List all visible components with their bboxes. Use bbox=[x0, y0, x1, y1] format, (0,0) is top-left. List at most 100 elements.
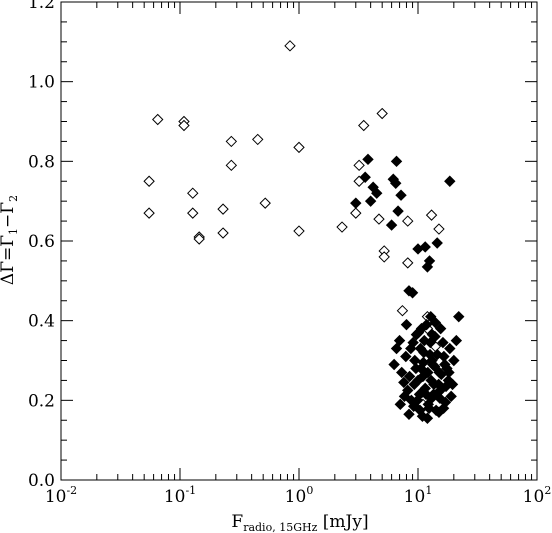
filled-diamond-point bbox=[400, 350, 412, 363]
filled-diamond-point bbox=[406, 287, 419, 299]
open-diamond-point bbox=[402, 257, 414, 269]
y-tick-label: 1.2 bbox=[28, 0, 55, 13]
filled-diamond-point bbox=[439, 358, 451, 371]
open-diamond-point bbox=[353, 159, 365, 172]
open-diamond-point bbox=[402, 215, 414, 227]
open-diamond-point bbox=[193, 233, 205, 245]
open-diamond-point bbox=[284, 40, 296, 52]
open-diamond-point bbox=[143, 175, 155, 187]
filled-diamond-point bbox=[410, 362, 422, 375]
filled-diamond-point bbox=[444, 342, 456, 355]
open-diamond-point bbox=[378, 251, 390, 263]
filled-diamond-point bbox=[396, 366, 408, 379]
open-diamond-point bbox=[152, 113, 164, 126]
open-diamond-point bbox=[425, 209, 438, 221]
y-tick-label: 0.6 bbox=[28, 232, 55, 252]
filled-diamond-point bbox=[437, 402, 450, 415]
plot-frame bbox=[60, 1, 538, 481]
filled-diamond-point bbox=[415, 322, 428, 335]
open-diamond-point bbox=[293, 225, 305, 237]
y-tick-label: 0.4 bbox=[28, 312, 55, 332]
filled-diamond-point bbox=[392, 205, 404, 217]
open-diamond-point bbox=[396, 305, 409, 317]
filled-diamond-point bbox=[390, 342, 403, 355]
filled-diamond-point bbox=[446, 378, 459, 391]
filled-diamond-point bbox=[450, 334, 463, 347]
filled-diamond-point bbox=[400, 318, 413, 331]
filled-diamond-point bbox=[422, 398, 434, 411]
filled-diamond-point bbox=[437, 336, 449, 349]
filled-diamond-point bbox=[390, 177, 402, 189]
open-diamond-point bbox=[252, 133, 264, 146]
x-tick-label: 100 bbox=[285, 484, 314, 507]
filled-diamond-point bbox=[426, 328, 439, 341]
open-diamond-point bbox=[293, 141, 305, 154]
filled-diamond-point bbox=[403, 370, 416, 383]
filled-diamond-point bbox=[393, 334, 406, 347]
filled-diamond-point bbox=[431, 237, 443, 249]
filled-diamond-point bbox=[364, 195, 377, 207]
open-diamond-point bbox=[373, 213, 385, 225]
x-tick-label: 10-1 bbox=[164, 484, 196, 507]
x-axis-title: Fradio, 15GHz [mJy] bbox=[231, 512, 368, 533]
filled-diamond-point bbox=[398, 390, 411, 403]
open-diamond-point bbox=[217, 227, 229, 239]
filled-diamond-point bbox=[411, 394, 424, 407]
y-tick-label: 0.2 bbox=[28, 391, 55, 411]
filled-diamond-point bbox=[395, 189, 407, 201]
open-diamond-point bbox=[358, 119, 370, 132]
open-diamond-point bbox=[178, 119, 190, 132]
filled-diamond-point bbox=[350, 197, 362, 209]
filled-diamond-point bbox=[434, 392, 446, 405]
filled-diamond-point bbox=[448, 354, 460, 367]
open-diamond-point bbox=[350, 207, 362, 219]
filled-diamond-point bbox=[416, 386, 428, 399]
filled-diamond-point bbox=[419, 241, 431, 253]
open-diamond-point bbox=[225, 159, 238, 172]
filled-diamond-point bbox=[408, 378, 420, 391]
filled-diamond-point bbox=[405, 342, 417, 355]
open-diamond-point bbox=[225, 135, 238, 148]
y-tick-label: 0.8 bbox=[28, 152, 55, 172]
filled-diamond-point bbox=[414, 404, 426, 416]
open-diamond-point bbox=[187, 207, 199, 219]
open-diamond-point bbox=[187, 187, 199, 199]
data-points bbox=[143, 40, 465, 424]
filled-diamond-point bbox=[362, 153, 374, 166]
filled-diamond-point bbox=[385, 219, 398, 231]
filled-diamond-point bbox=[428, 360, 441, 373]
y-tick-label: 0.0 bbox=[28, 471, 55, 491]
filled-diamond-point bbox=[425, 374, 437, 387]
filled-diamond-point bbox=[425, 310, 437, 323]
open-diamond-point bbox=[143, 207, 155, 219]
y-axis-title: ΔΓ=Γ1−Γ2 bbox=[0, 195, 20, 285]
filled-diamond-point bbox=[390, 155, 403, 168]
filled-diamond-point bbox=[445, 390, 457, 403]
x-tick-label: 10-2 bbox=[45, 484, 77, 507]
filled-diamond-point bbox=[421, 412, 434, 424]
x-tick-label: 101 bbox=[404, 484, 433, 507]
y-tick-label: 1.0 bbox=[28, 73, 55, 93]
filled-diamond-point bbox=[414, 342, 427, 355]
filled-diamond-point bbox=[424, 348, 436, 361]
open-diamond-point bbox=[217, 203, 229, 215]
open-diamond-point bbox=[336, 221, 348, 233]
axes-group: 10-2 10-1 100 101 102 0.0 0.2 0.4 0.6 0.8 1.0 1.2 bbox=[28, 0, 551, 507]
open-diamond-point bbox=[376, 107, 388, 120]
filled-diamond-point bbox=[388, 358, 400, 371]
filled-diamond-point bbox=[371, 187, 383, 199]
open-diamond-point bbox=[433, 223, 445, 235]
filled-diamond-point bbox=[417, 356, 430, 369]
open-diamond-point bbox=[259, 197, 271, 209]
filled-diamond-point bbox=[443, 366, 455, 379]
filled-diamond-point bbox=[432, 378, 445, 391]
filled-diamond-point bbox=[434, 322, 447, 335]
filled-diamond-point bbox=[417, 370, 429, 383]
filled-diamond-point bbox=[418, 334, 431, 347]
filled-diamond-point bbox=[453, 310, 465, 323]
filled-diamond-point bbox=[403, 408, 415, 420]
filled-diamond-point bbox=[394, 398, 407, 411]
filled-diamond-point bbox=[423, 255, 436, 267]
filled-diamond-point bbox=[398, 376, 410, 389]
